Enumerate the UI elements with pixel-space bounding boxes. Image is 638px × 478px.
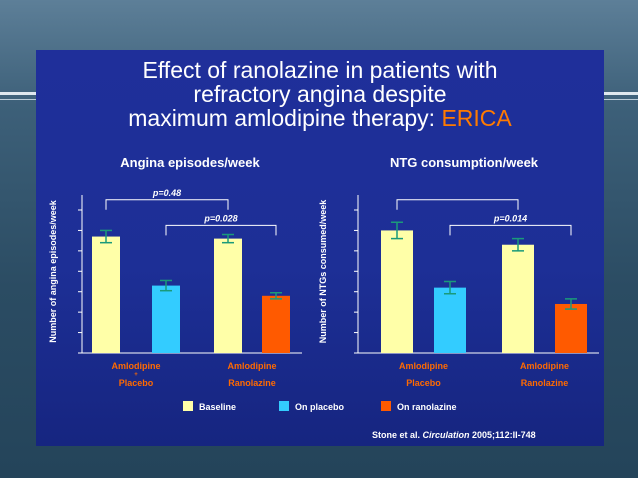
category-label-top: Amlodipine — [228, 361, 277, 371]
chart-angina-episodes: Angina episodes/week Number of angina epi… — [48, 155, 302, 388]
category-label-top: Amlodipine — [520, 361, 569, 371]
p-value-label: p=0.028 — [203, 213, 237, 223]
title-line-3-main: maximum amlodipine therapy: — [128, 105, 442, 131]
category-label-bottom: Ranolazine — [521, 378, 569, 388]
y-axis-label: Number of NTGs consumed/week — [318, 199, 328, 344]
title-accent-erica: ERICA — [441, 105, 512, 131]
category-label-bottom: Ranolazine — [228, 378, 276, 388]
category-plus: + — [134, 372, 138, 378]
bar-on-ranolazine — [262, 295, 290, 353]
title-line-3: maximum amlodipine therapy: ERICA — [36, 106, 604, 130]
y-axis-label: Number of angina episodes/week — [48, 199, 58, 343]
slide-panel: Effect of ranolazine in patients with re… — [36, 50, 604, 446]
legend-label: On placebo — [295, 402, 345, 412]
charts-svg: Angina episodes/week Number of angina epi… — [48, 155, 599, 440]
bar-baseline — [214, 238, 242, 353]
chart-ntg-consumption: NTG consumption/week Number of NTGs consu… — [318, 155, 599, 388]
citation: Stone et al. Circulation 2005;112:II-748 — [372, 430, 536, 440]
category-label-bottom: Placebo — [406, 378, 441, 388]
significance-bracket — [396, 199, 519, 210]
title-line-2: refractory angina despite — [193, 81, 447, 107]
citation-suffix: 2005;112:II-748 — [470, 430, 536, 440]
category-label-bottom: Placebo — [119, 378, 154, 388]
citation-prefix: Stone et al. — [372, 430, 423, 440]
legend-label: Baseline — [199, 402, 236, 412]
bar-baseline — [502, 244, 534, 353]
legend-label: On ranolazine — [397, 402, 457, 412]
bar-on-placebo — [434, 287, 466, 353]
bar-baseline — [381, 230, 413, 353]
title-line-1: Effect of ranolazine in patients with — [142, 57, 498, 83]
significance-bracket — [165, 224, 277, 236]
p-value-label: p=0.48 — [152, 188, 181, 198]
legend-swatch — [381, 401, 391, 411]
chart-title: NTG consumption/week — [390, 155, 539, 170]
chart-title: Angina episodes/week — [120, 155, 260, 170]
p-value-label: p=0.014 — [493, 213, 527, 223]
significance-bracket — [105, 199, 229, 210]
bar-on-placebo — [152, 285, 180, 353]
citation-journal: Circulation — [423, 430, 471, 440]
bar-on-ranolazine — [555, 303, 587, 353]
category-label-top: Amlodipine — [112, 361, 161, 371]
legend: Baseline On placebo On ranolazine — [183, 401, 457, 412]
legend-swatch — [183, 401, 193, 411]
category-label-top: Amlodipine — [399, 361, 448, 371]
legend-swatch — [279, 401, 289, 411]
slide-title: Effect of ranolazine in patients with re… — [36, 58, 604, 130]
bar-baseline — [92, 236, 120, 353]
significance-bracket — [449, 224, 572, 236]
